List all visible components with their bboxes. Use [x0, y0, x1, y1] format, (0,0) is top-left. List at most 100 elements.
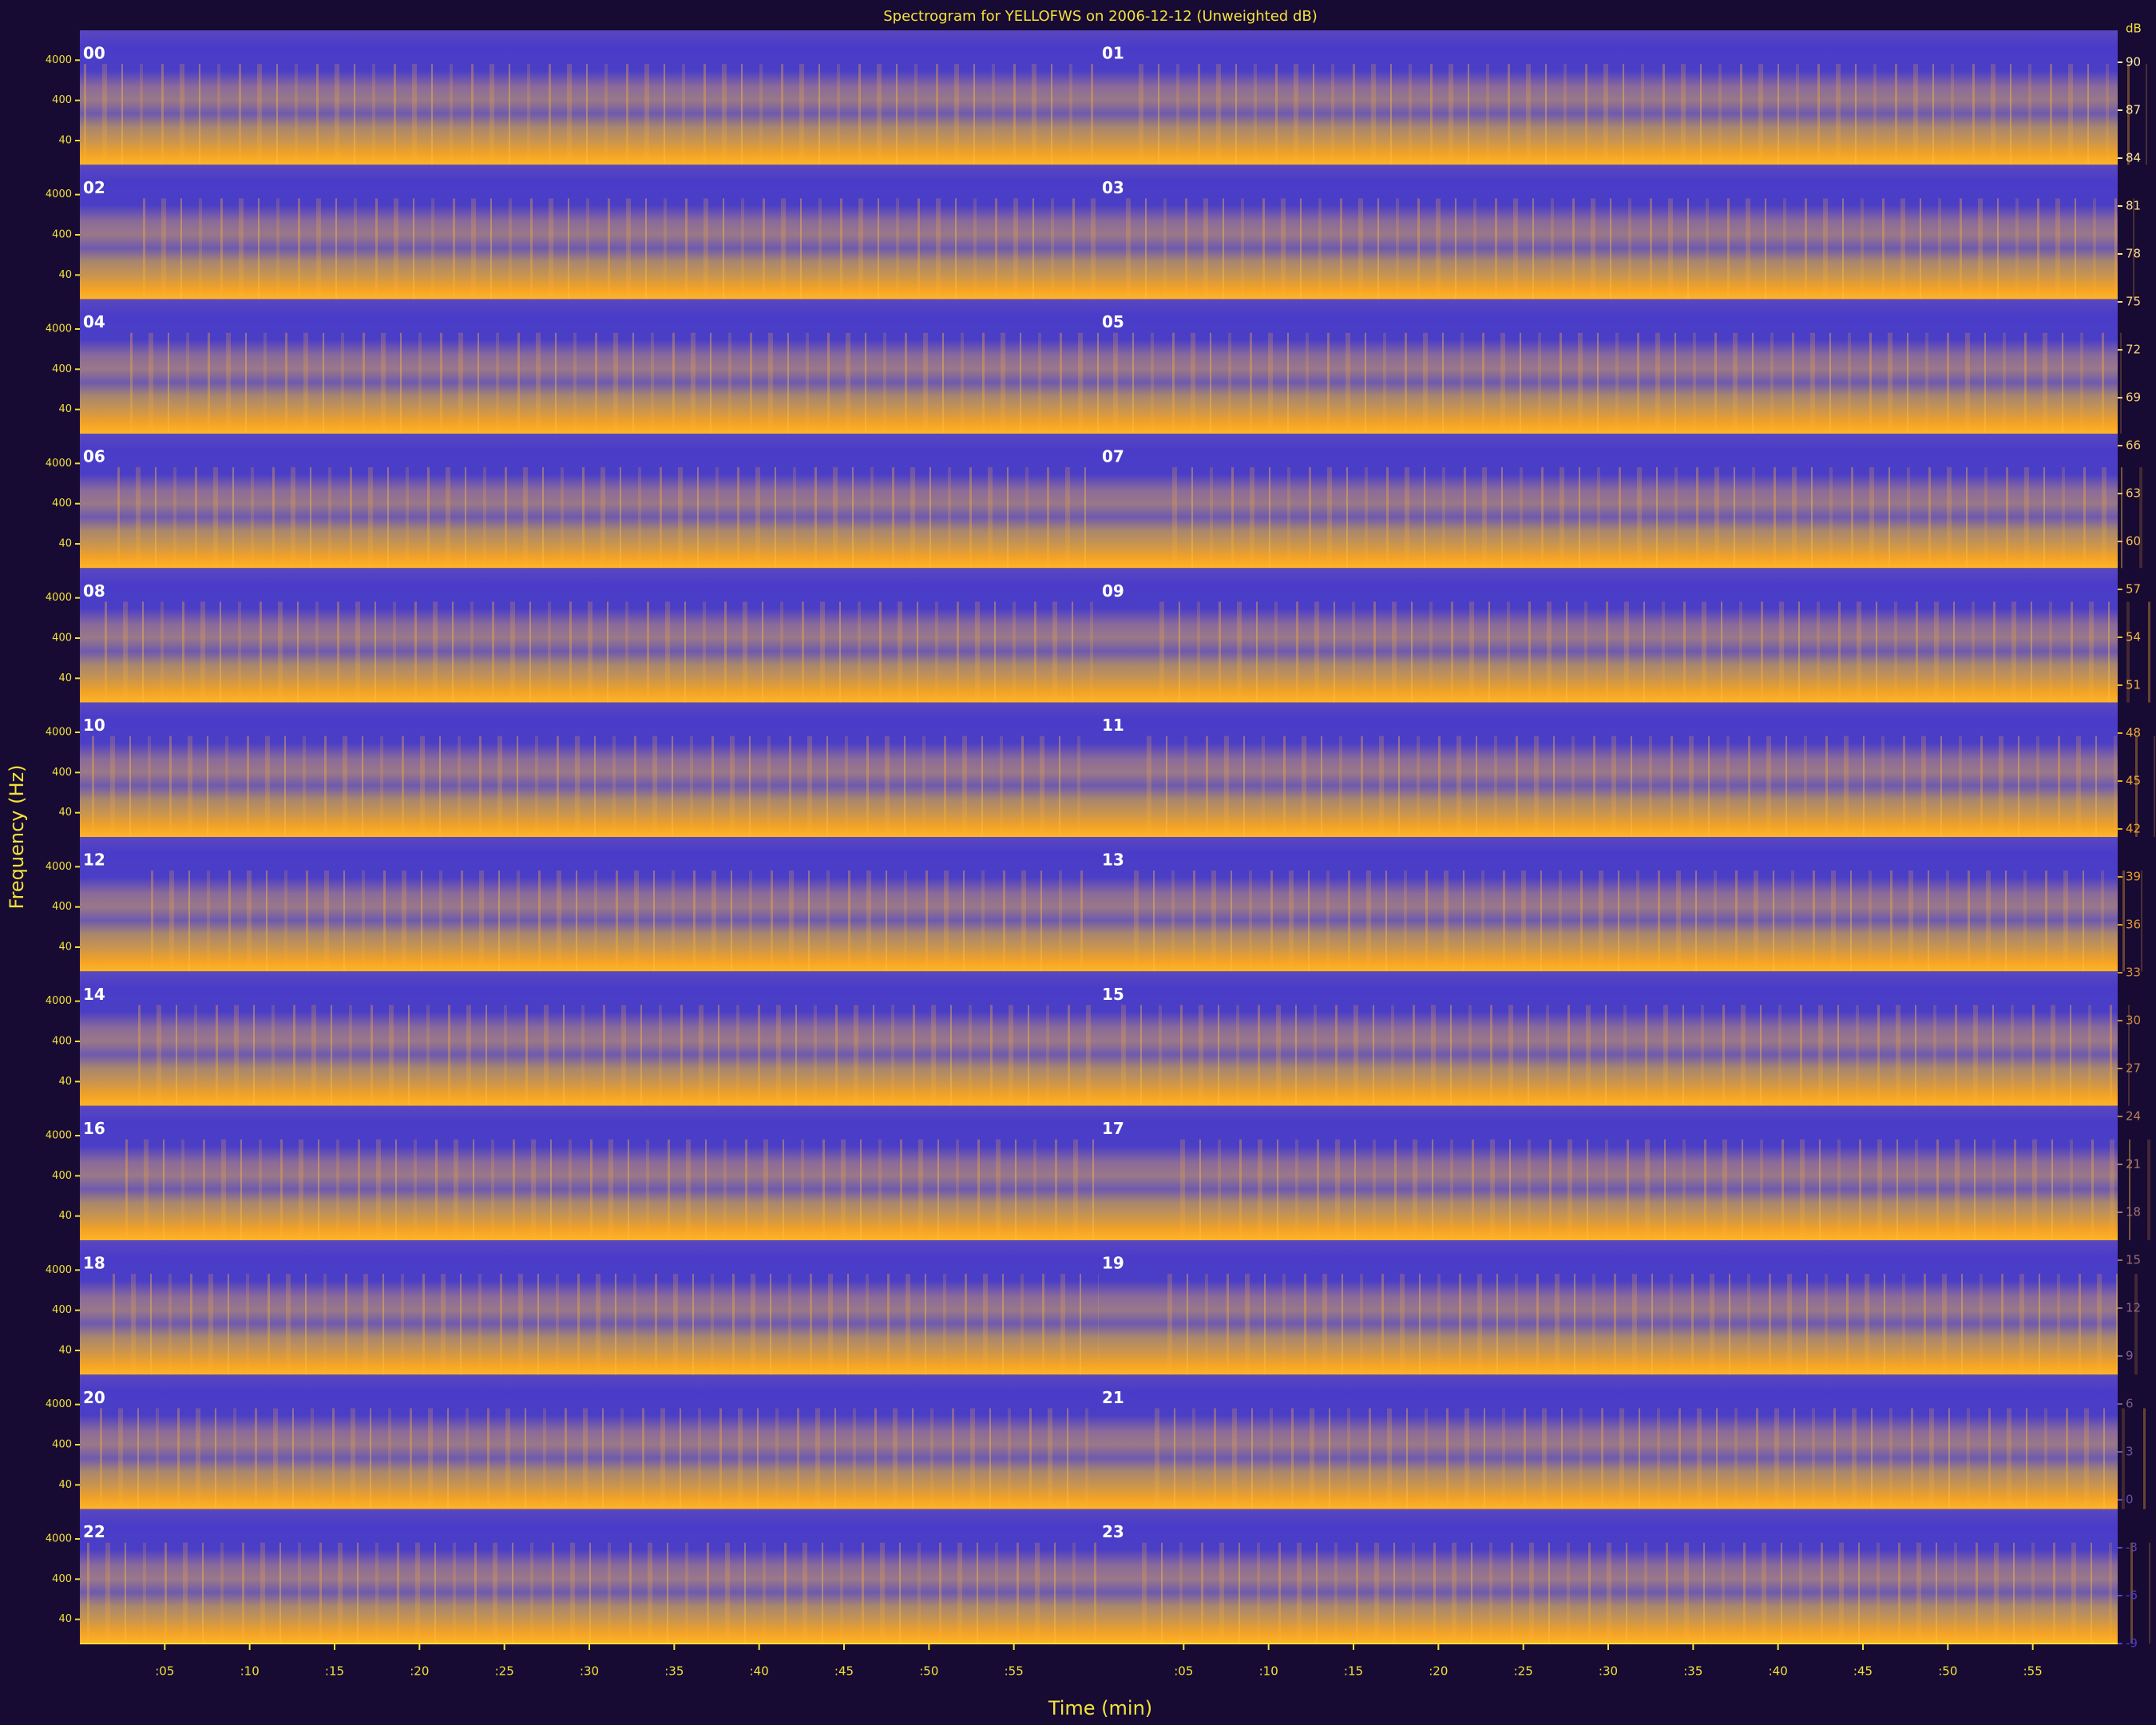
y-tick-label: 40	[58, 1613, 72, 1625]
spectrogram-streaks	[147, 870, 1166, 972]
panel-label: 00	[83, 44, 105, 63]
y-tick-label: 400	[52, 1304, 72, 1316]
y-tick-label: 400	[52, 767, 72, 779]
y-tick-label: 400	[52, 498, 72, 510]
spectrogram-streaks	[121, 1139, 1140, 1240]
y-tick-label: 400	[52, 1170, 72, 1182]
spectrogram-streaks	[1128, 64, 2147, 165]
x-tick-label: :55	[1005, 1664, 1024, 1679]
spectrogram-streaks	[1132, 1542, 2150, 1644]
panel-label: 09	[1102, 581, 1124, 601]
colorbar-tick-label: 24	[2126, 1109, 2141, 1124]
y-tick-label: 4000	[46, 592, 72, 604]
colorbar-tick-label: 60	[2126, 534, 2141, 549]
y-tick-label: 40	[58, 1345, 72, 1357]
x-tick-label: :40	[750, 1664, 769, 1679]
panel-label: 13	[1102, 851, 1124, 870]
spectrogram-streaks	[134, 1005, 1153, 1106]
y-tick-label: 400	[52, 1439, 72, 1451]
panel-label: 21	[1102, 1388, 1124, 1407]
spectrogram-streaks	[113, 467, 1132, 569]
spectrogram-streaks	[1162, 467, 2156, 569]
colorbar-tick-label: 63	[2126, 486, 2141, 501]
y-tick-label: 400	[52, 632, 72, 644]
x-tick-label: :30	[580, 1664, 599, 1679]
colorbar-tick-label: 54	[2126, 630, 2141, 644]
colorbar-tick-label: 9	[2126, 1349, 2134, 1363]
y-tick-label: 400	[52, 1036, 72, 1048]
spectrogram-streaks	[126, 332, 1145, 434]
colorbar-tick-label: 90	[2126, 55, 2141, 69]
colorbar-tick-label: 81	[2126, 199, 2141, 213]
colorbar-tick-label: 21	[2126, 1157, 2141, 1172]
panel-label: 14	[83, 985, 105, 1004]
y-tick-label: 40	[58, 135, 72, 147]
y-tick-label: 40	[58, 269, 72, 281]
spectrogram-streaks	[1157, 1274, 2156, 1375]
colorbar-tick-label: -3	[2126, 1541, 2138, 1555]
x-tick-label: :05	[155, 1664, 174, 1679]
y-tick-label: 4000	[46, 861, 72, 873]
y-tick-label: 40	[58, 538, 72, 550]
y-tick-label: 4000	[46, 323, 72, 335]
colorbar-tick-label: 48	[2126, 726, 2141, 740]
y-tick-label: 40	[58, 1076, 72, 1088]
y-tick-label: 4000	[46, 1264, 72, 1276]
colorbar-tick-label: 72	[2126, 343, 2141, 357]
colorbar-tick-label: 18	[2126, 1205, 2141, 1219]
y-tick-label: 400	[52, 363, 72, 375]
colorbar-tick-label: 12	[2126, 1301, 2141, 1315]
panel-label: 06	[83, 447, 105, 466]
spectrogram-streaks	[1136, 736, 2155, 837]
colorbar-tick-label: 30	[2126, 1013, 2141, 1028]
spectrogram-streaks	[96, 1408, 1115, 1509]
spectrogram-streaks	[109, 1274, 1128, 1375]
colorbar-tick-label: 39	[2126, 870, 2141, 884]
spectrogram-streaks	[1144, 1408, 2156, 1509]
y-tick-label: 4000	[46, 1129, 72, 1141]
spectrogram-streaks	[88, 736, 1107, 837]
x-tick-label: :05	[1174, 1664, 1193, 1679]
y-tick-label: 40	[58, 807, 72, 819]
spectrogram-streaks	[1111, 1005, 2130, 1106]
x-tick-label: :35	[1683, 1664, 1702, 1679]
x-tick-label: :40	[1769, 1664, 1788, 1679]
panel-label: 17	[1102, 1119, 1124, 1138]
x-tick-label: :45	[834, 1664, 854, 1679]
x-axis-label: Time (min)	[1048, 1697, 1152, 1719]
panel-label: 04	[83, 312, 105, 331]
y-tick-label: 4000	[46, 458, 72, 470]
panel-label: 10	[83, 716, 105, 735]
spectrogram-streaks	[83, 1542, 1102, 1644]
panel-label: 15	[1102, 985, 1124, 1004]
colorbar-tick-label: 57	[2126, 582, 2141, 597]
spectrogram-streaks	[101, 601, 1120, 703]
panel-label: 11	[1102, 716, 1124, 735]
colorbar-tick-label: 15	[2126, 1253, 2141, 1267]
y-tick-label: 4000	[46, 1533, 72, 1545]
x-tick-label: :35	[664, 1664, 684, 1679]
x-tick-label: :20	[410, 1664, 429, 1679]
y-tick-label: 400	[52, 229, 72, 241]
spectrogram-streaks	[1116, 198, 2134, 299]
colorbar-tick-label: 42	[2126, 822, 2141, 836]
panel-label: 23	[1102, 1522, 1124, 1541]
colorbar-tick-label: 69	[2126, 391, 2141, 405]
x-tick-label: :15	[325, 1664, 344, 1679]
y-tick-label: 40	[58, 942, 72, 954]
panel-label: 19	[1102, 1254, 1124, 1273]
y-tick-label: 4000	[46, 726, 72, 738]
y-tick-label: 4000	[46, 1398, 72, 1410]
y-tick-label: 400	[52, 1573, 72, 1585]
x-tick-label: :10	[240, 1664, 260, 1679]
colorbar-tick-label: 36	[2126, 918, 2141, 932]
colorbar-tick-label: 3	[2126, 1445, 2134, 1459]
panel-label: 01	[1102, 44, 1124, 63]
panel-label: 05	[1102, 312, 1124, 331]
y-axis-label: Frequency (Hz)	[6, 765, 28, 910]
chart-title: Spectrogram for YELLOFWS on 2006-12-12 (…	[883, 8, 1318, 25]
spectrogram-streaks	[80, 64, 1099, 165]
panel-label: 03	[1102, 178, 1124, 197]
colorbar-tick-label: -9	[2126, 1636, 2138, 1651]
